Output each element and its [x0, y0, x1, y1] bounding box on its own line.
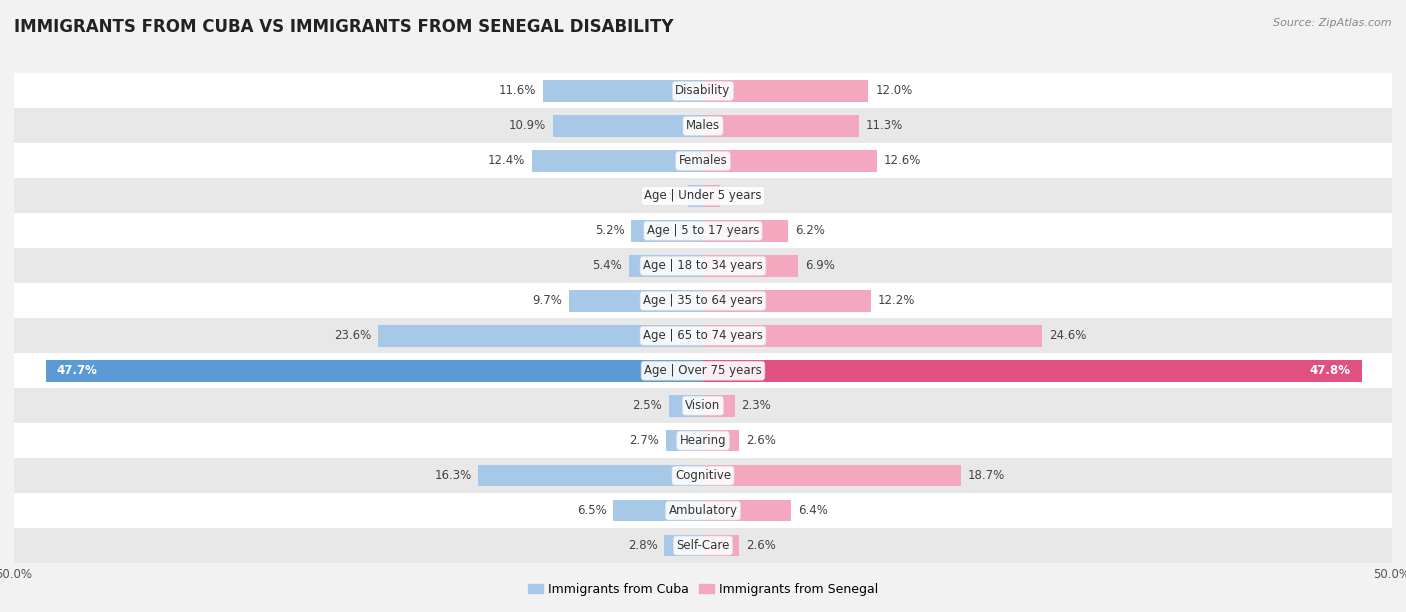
Text: Age | 35 to 64 years: Age | 35 to 64 years — [643, 294, 763, 307]
Text: Age | Under 5 years: Age | Under 5 years — [644, 189, 762, 203]
Bar — [703, 255, 799, 277]
Text: Source: ZipAtlas.com: Source: ZipAtlas.com — [1274, 18, 1392, 28]
Text: 6.4%: 6.4% — [799, 504, 828, 517]
Bar — [703, 325, 1042, 346]
Text: 12.4%: 12.4% — [488, 154, 526, 167]
Bar — [703, 150, 876, 172]
Text: Cognitive: Cognitive — [675, 469, 731, 482]
Text: 11.6%: 11.6% — [499, 84, 536, 97]
Bar — [14, 214, 1392, 248]
Text: Males: Males — [686, 119, 720, 132]
Text: 10.9%: 10.9% — [509, 119, 546, 132]
Bar — [14, 178, 1392, 214]
Bar — [531, 150, 703, 172]
Text: Disability: Disability — [675, 84, 731, 97]
Text: 18.7%: 18.7% — [967, 469, 1005, 482]
Bar — [14, 388, 1392, 423]
Bar — [14, 108, 1392, 143]
Bar — [631, 220, 703, 242]
Bar — [703, 535, 738, 556]
Bar — [703, 220, 789, 242]
Bar — [688, 185, 703, 207]
Text: 6.2%: 6.2% — [796, 225, 825, 237]
Text: 1.2%: 1.2% — [727, 189, 756, 203]
Bar — [703, 360, 1361, 381]
Bar — [14, 283, 1392, 318]
Bar — [665, 535, 703, 556]
Bar — [14, 423, 1392, 458]
Text: 2.6%: 2.6% — [745, 539, 776, 552]
Text: 2.3%: 2.3% — [741, 399, 772, 412]
Bar — [553, 115, 703, 136]
Text: 12.6%: 12.6% — [883, 154, 921, 167]
Bar — [613, 500, 703, 521]
Text: 47.7%: 47.7% — [56, 364, 97, 377]
Bar — [703, 395, 735, 417]
Bar — [46, 360, 703, 381]
Text: 2.6%: 2.6% — [745, 434, 776, 447]
Bar — [478, 465, 703, 487]
Bar — [14, 493, 1392, 528]
Text: 47.8%: 47.8% — [1309, 364, 1351, 377]
Bar — [703, 185, 720, 207]
Text: Vision: Vision — [685, 399, 721, 412]
Text: 1.1%: 1.1% — [651, 189, 681, 203]
Bar — [14, 143, 1392, 178]
Bar — [14, 318, 1392, 353]
Text: 12.0%: 12.0% — [875, 84, 912, 97]
Text: 5.4%: 5.4% — [592, 259, 621, 272]
Text: 24.6%: 24.6% — [1049, 329, 1087, 342]
Text: 12.2%: 12.2% — [877, 294, 915, 307]
Text: Self-Care: Self-Care — [676, 539, 730, 552]
Text: Age | Over 75 years: Age | Over 75 years — [644, 364, 762, 377]
Text: 2.5%: 2.5% — [631, 399, 662, 412]
Bar — [378, 325, 703, 346]
Bar — [14, 73, 1392, 108]
Legend: Immigrants from Cuba, Immigrants from Senegal: Immigrants from Cuba, Immigrants from Se… — [523, 578, 883, 601]
Bar — [628, 255, 703, 277]
Bar — [14, 528, 1392, 563]
Text: 2.7%: 2.7% — [628, 434, 659, 447]
Bar — [703, 465, 960, 487]
Text: 23.6%: 23.6% — [333, 329, 371, 342]
Bar — [703, 500, 792, 521]
Text: 6.5%: 6.5% — [576, 504, 606, 517]
Text: 6.9%: 6.9% — [806, 259, 835, 272]
Text: Age | 5 to 17 years: Age | 5 to 17 years — [647, 225, 759, 237]
Text: IMMIGRANTS FROM CUBA VS IMMIGRANTS FROM SENEGAL DISABILITY: IMMIGRANTS FROM CUBA VS IMMIGRANTS FROM … — [14, 18, 673, 36]
Text: 16.3%: 16.3% — [434, 469, 471, 482]
Bar — [703, 430, 738, 452]
Bar — [14, 458, 1392, 493]
Bar — [543, 80, 703, 102]
Bar — [569, 290, 703, 312]
Text: Hearing: Hearing — [679, 434, 727, 447]
Text: 11.3%: 11.3% — [866, 119, 903, 132]
Text: Ambulatory: Ambulatory — [668, 504, 738, 517]
Bar — [14, 353, 1392, 388]
Bar — [14, 248, 1392, 283]
Bar — [669, 395, 703, 417]
Text: 9.7%: 9.7% — [533, 294, 562, 307]
Text: Females: Females — [679, 154, 727, 167]
Text: 5.2%: 5.2% — [595, 225, 624, 237]
Bar — [666, 430, 703, 452]
Bar — [703, 80, 869, 102]
Text: Age | 18 to 34 years: Age | 18 to 34 years — [643, 259, 763, 272]
Bar — [703, 290, 872, 312]
Text: 2.8%: 2.8% — [628, 539, 658, 552]
Bar — [703, 115, 859, 136]
Text: Age | 65 to 74 years: Age | 65 to 74 years — [643, 329, 763, 342]
